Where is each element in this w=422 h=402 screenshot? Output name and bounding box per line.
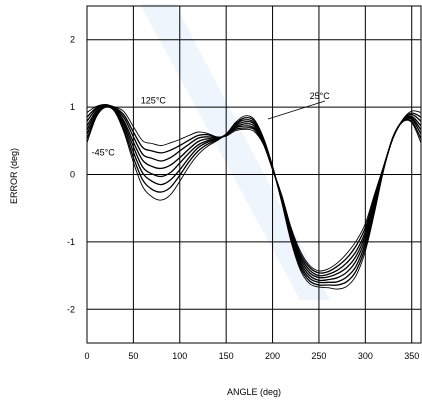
x-tick-label: 200 xyxy=(265,351,280,361)
x-tick-label: 350 xyxy=(404,351,419,361)
series-line-1 xyxy=(86,106,422,286)
series-line-6 xyxy=(86,104,422,274)
watermark xyxy=(140,4,330,300)
x-axis-title: ANGLE (deg) xyxy=(227,387,281,397)
annotation-label: 125°C xyxy=(141,96,167,106)
series-line-5 xyxy=(86,104,422,277)
x-tick-label: 150 xyxy=(219,351,234,361)
annotation-arrow-25c xyxy=(267,100,326,120)
y-tick-label: -1 xyxy=(67,237,75,247)
x-tick-label: 300 xyxy=(358,351,373,361)
y-tick-label: -2 xyxy=(67,304,75,314)
annotation-label: -45°C xyxy=(92,148,116,158)
y-tick-labels: 2 1 0 -1 -2 xyxy=(67,35,75,315)
y-tick-label: 2 xyxy=(70,35,75,45)
grid xyxy=(87,6,421,343)
x-tick-labels: 0 50 100 150 200 250 300 350 xyxy=(84,351,419,361)
series-line-4 xyxy=(86,105,422,279)
series-line-2 xyxy=(86,105,422,284)
x-tick-label: 0 xyxy=(84,351,89,361)
y-tick-label: 0 xyxy=(70,170,75,180)
series-line-3 xyxy=(86,105,422,282)
annotation-label: 25°C xyxy=(310,91,331,101)
series-layer xyxy=(86,103,422,290)
watermark-band xyxy=(140,4,330,300)
annotations: 125°C -45°C 25°C xyxy=(92,91,331,158)
x-tick-label: 50 xyxy=(128,351,138,361)
series-line-7 xyxy=(86,103,422,272)
x-tick-label: 250 xyxy=(311,351,326,361)
y-axis-title: ERROR (deg) xyxy=(9,148,19,204)
y-tick-label: 1 xyxy=(70,102,75,112)
x-tick-label: 100 xyxy=(172,351,187,361)
series-line-0 xyxy=(86,106,422,290)
